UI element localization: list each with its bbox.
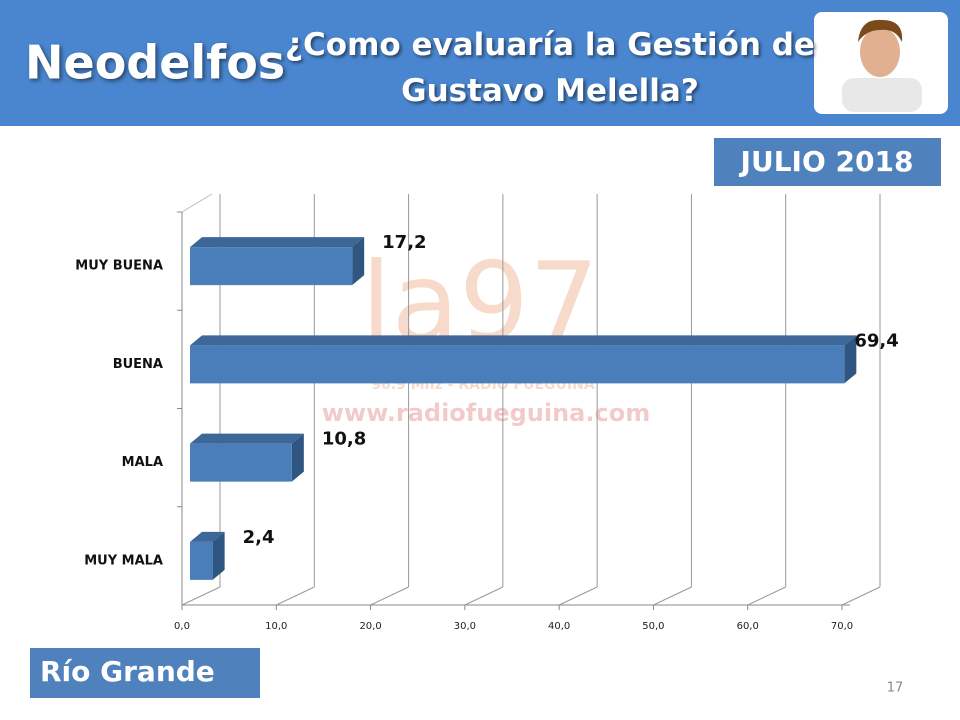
bar-top: [190, 335, 857, 346]
value-label: 10,8: [322, 429, 366, 450]
value-label: 69,4: [854, 330, 898, 351]
y-tick-label: MALA: [122, 455, 163, 470]
x-tick-label: 20,0: [359, 621, 381, 632]
x-tick-label: 50,0: [642, 621, 664, 632]
x-tick-label: 0,0: [174, 621, 190, 632]
floor-line: [370, 586, 409, 606]
page-number: 17: [887, 681, 904, 696]
x-tick-label: 40,0: [548, 621, 570, 632]
bar: [190, 247, 353, 286]
bar: [190, 443, 292, 482]
watermark-url: www.radiofueguina.com: [322, 399, 650, 427]
badge: JULIO 2018: [739, 145, 914, 178]
floor-line: [181, 586, 221, 606]
x-tick-label: 70,0: [831, 621, 853, 632]
bar-top: [190, 531, 225, 542]
x-tick-label: 60,0: [737, 621, 759, 632]
y-tick-label: BUENA: [113, 357, 163, 372]
bar: [190, 541, 213, 580]
chart-title: ¿Como evaluaría la Gestión de Gustavo Me…: [285, 27, 815, 109]
bar-side: [212, 531, 225, 580]
value-label: 2,4: [243, 527, 275, 548]
floor-line: [747, 586, 786, 606]
header-band: [0, 0, 960, 126]
x-tick-label: 10,0: [265, 621, 287, 632]
bar-top: [190, 433, 304, 444]
floor-line: [464, 586, 504, 606]
badge-box: [714, 138, 941, 186]
bar-side: [291, 433, 304, 482]
back-wall-left: [181, 193, 213, 213]
plot: 0,0 10,0 20,0 30,0 40,0 50,0 60,0 70,0 MUY BUENA…: [75, 193, 899, 632]
bar: [190, 345, 845, 384]
location-box: [30, 648, 260, 698]
brand: Neodelfos: [25, 36, 285, 90]
bar-side: [352, 237, 365, 286]
photo: [842, 19, 922, 112]
watermark: la97 96.9 Mhz - RADIO FUEGUINA www.radio…: [322, 238, 650, 427]
floor-line: [841, 586, 881, 606]
y-tick-label: MUY BUENA: [75, 259, 163, 274]
y-tick-label: MUY MALA: [84, 553, 163, 568]
bar-top: [190, 237, 365, 248]
floor-line: [276, 586, 315, 606]
location: Río Grande: [40, 655, 215, 688]
x-tick-label: 30,0: [454, 621, 476, 632]
floor-line: [558, 586, 598, 606]
bar-side: [844, 335, 857, 384]
floor-line: [653, 586, 692, 606]
value-label: 17,2: [382, 232, 426, 253]
